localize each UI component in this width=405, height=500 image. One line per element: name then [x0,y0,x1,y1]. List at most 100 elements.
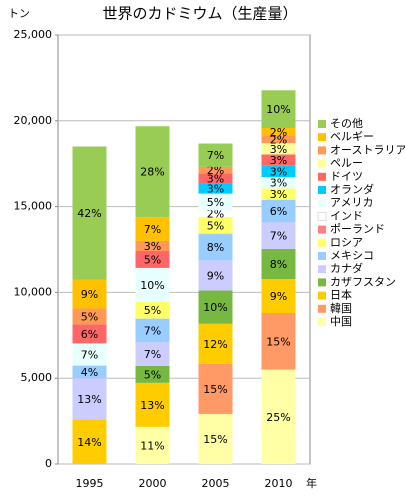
data-label: 3% [270,143,287,156]
bar-segment [135,240,170,252]
bar-segment [198,290,233,324]
y-axis-label: トン [8,7,30,20]
bar-segment [198,173,233,184]
y-tick-label: 20,000 [14,114,53,127]
bar-segment [72,324,107,344]
x-tick-label: 1995 [76,477,104,490]
data-label: 6% [81,328,98,341]
y-tick-label: 10,000 [14,285,53,298]
bar-segment [135,382,170,427]
bar-segment [135,318,170,343]
data-label: 8% [207,241,224,254]
legend-swatch [318,291,326,300]
data-label: 4% [81,366,98,379]
legend-swatch [318,278,326,287]
legend-label: 日本 [330,288,352,302]
y-tick-label: 25,000 [14,28,53,41]
data-label: 25% [266,411,290,424]
legend-label: 中国 [330,315,352,328]
bar-segment [198,183,233,194]
bar-segment [198,233,233,261]
legend-label: アメリカ [330,196,373,209]
bar-segment [198,166,233,174]
bar-segment [135,126,170,218]
data-label: 2% [270,126,287,139]
bar-segment [72,419,107,464]
bar-segment [198,193,233,211]
legend-swatch [318,318,326,326]
data-label: 9% [207,269,224,282]
legend-label: オランダ [330,182,374,196]
legend-swatch [318,265,326,274]
data-label: 10% [140,279,164,292]
bar-segment [72,279,107,309]
data-label: 2% [207,208,224,221]
bar-segment [72,365,107,379]
data-label: 5% [144,253,161,266]
bar-segment [261,90,296,129]
bar-segment [261,369,296,464]
bar-segment [261,165,296,178]
bar-segment [135,365,170,383]
data-label: 12% [203,338,227,351]
legend-label: ポーランド [330,223,385,236]
legend-swatch [317,211,327,221]
data-label: 3% [270,188,287,201]
data-label: 15% [203,383,227,396]
bar-segment [198,413,233,464]
bar-segment [261,154,296,166]
legend-swatch [318,225,326,234]
y-tick-label: 15,000 [14,200,53,213]
bar-segment [72,343,107,366]
bar-segment [198,216,233,234]
bar-segment [261,188,296,200]
legend-label: インド [330,209,363,222]
bar-segment [72,308,107,325]
chart-title: 世界のカドミウム（生産量） [102,5,297,23]
legend-label: ベルギー [330,130,374,143]
data-label: 8% [270,258,287,271]
data-label: 3% [207,183,224,196]
legend-swatch [318,159,326,168]
legend-swatch [318,146,326,155]
legend-swatch [318,172,326,181]
data-label: 42% [77,207,101,220]
bar-segment [261,135,296,144]
legend-label: ロシア [330,236,363,249]
bar-segment [261,248,296,280]
bar-segment [261,279,296,313]
bar-segment [261,177,296,189]
data-label: 7% [144,324,161,337]
x-tick-label: 2000 [139,477,167,490]
data-label: 3% [270,177,287,190]
legend-label: カナダ [330,261,363,275]
data-label: 11% [140,439,164,452]
data-label: 9% [270,290,287,303]
data-label: 10% [203,301,227,314]
data-label: 7% [270,230,287,243]
bar-segment [198,143,233,167]
legend-label: ペルー [330,157,363,170]
legend-swatch [318,304,326,313]
legend-swatch [318,120,326,128]
data-label: 28% [140,166,164,179]
data-label: 9% [81,288,98,301]
bar-segment [135,342,170,366]
data-label: 5% [207,196,224,209]
data-label: 13% [140,399,164,412]
data-label: 7% [207,149,224,162]
data-label: 7% [144,223,161,236]
bar-segment [261,199,296,223]
y-tick-label: 5,000 [21,371,53,384]
bar-segment [261,312,296,370]
data-label: 13% [77,393,101,406]
legend-label: 韓国 [330,302,352,315]
legend-swatch [318,252,326,260]
x-tick-label: 2010 [265,477,293,490]
x-tick-label: 2005 [202,477,230,490]
legend-label: オーストラリア [330,143,405,156]
data-label: 15% [266,335,290,348]
data-label: 5% [144,368,161,381]
data-label: 7% [144,348,161,361]
